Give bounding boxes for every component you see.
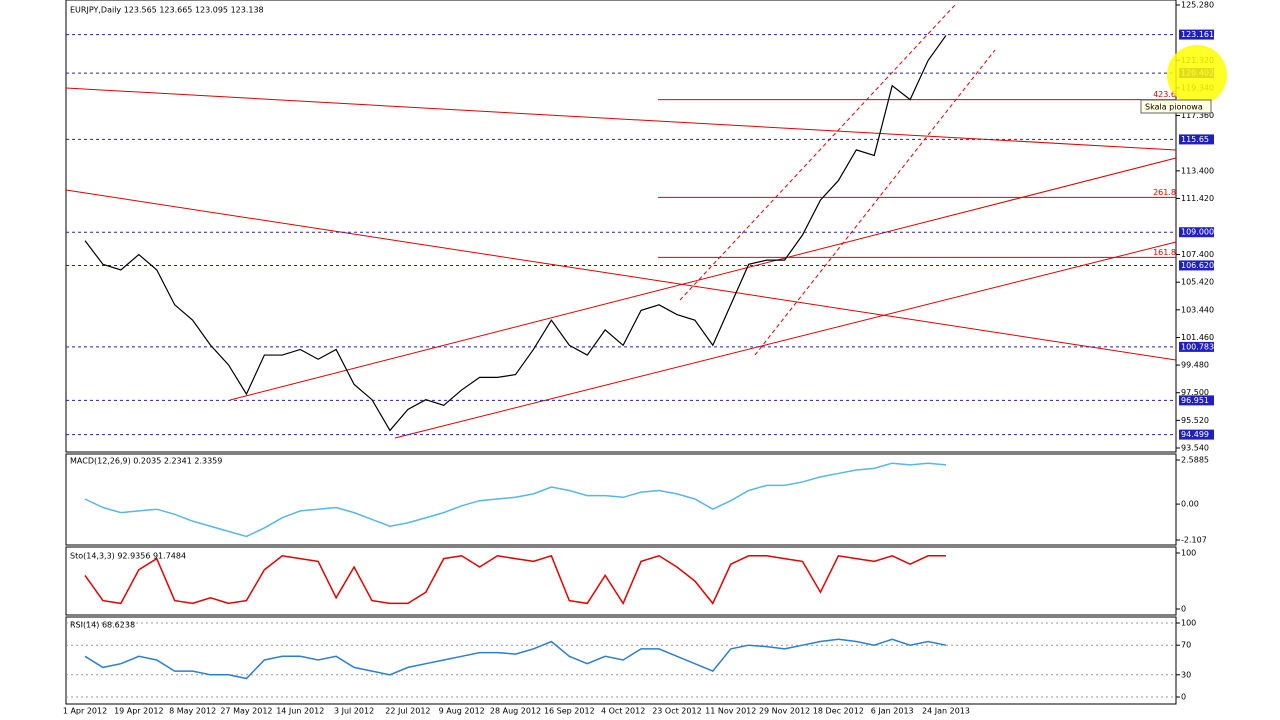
series-line bbox=[84, 638, 947, 680]
level-label: 123.161 bbox=[1181, 30, 1214, 39]
level-label: 109.000 bbox=[1181, 228, 1214, 237]
fibo-label: 423.6 bbox=[1153, 90, 1176, 99]
x-tick-label: 28 Aug 2012 bbox=[490, 707, 541, 716]
y-tick-label: 0 bbox=[1181, 693, 1186, 702]
y-tick-label: 113.400 bbox=[1181, 166, 1214, 175]
y-tick-label: 0 bbox=[1181, 605, 1186, 614]
level-box bbox=[1179, 341, 1214, 352]
level-box bbox=[1179, 227, 1214, 238]
x-tick-label: 3 Jul 2012 bbox=[334, 707, 374, 716]
series-line bbox=[84, 35, 947, 432]
level-label: 96.951 bbox=[1181, 396, 1209, 405]
y-tick-label: 101.460 bbox=[1181, 333, 1214, 342]
y-tick-label: 105.420 bbox=[1181, 278, 1214, 287]
level-box bbox=[1179, 395, 1214, 406]
fibo-label: 161.8 bbox=[1153, 248, 1176, 257]
y-tick-label: 70 bbox=[1181, 641, 1191, 650]
y-tick-label: 107.400 bbox=[1181, 250, 1214, 259]
x-tick-label: 4 Oct 2012 bbox=[601, 707, 645, 716]
rsi-title: RSI(14) 68.6238 bbox=[70, 621, 135, 630]
level-box bbox=[1179, 429, 1214, 440]
x-tick-label: 11 Nov 2012 bbox=[705, 707, 756, 716]
tooltip: Skala pionowa bbox=[1145, 103, 1203, 112]
y-tick-label: 100 bbox=[1181, 619, 1196, 628]
level-label: 106.620 bbox=[1181, 261, 1214, 270]
cursor-highlight bbox=[1167, 45, 1227, 105]
y-tick-label: 93.540 bbox=[1181, 444, 1209, 453]
x-tick-label: 1 Apr 2012 bbox=[63, 707, 107, 716]
y-tick-label: 103.440 bbox=[1181, 305, 1214, 314]
series-line bbox=[84, 554, 946, 605]
y-tick-label: 95.520 bbox=[1181, 416, 1209, 425]
plot-layer: 125.280121.320119.340117.360113.400111.4… bbox=[63, 1, 1214, 716]
y-tick-label: 117.360 bbox=[1181, 111, 1214, 120]
x-tick-label: 14 Jun 2012 bbox=[276, 707, 324, 716]
x-tick-label: 27 May 2012 bbox=[220, 707, 272, 716]
y-tick-label: 30 bbox=[1181, 670, 1191, 679]
x-tick-label: 9 Aug 2012 bbox=[439, 707, 485, 716]
x-tick-label: 16 Sep 2012 bbox=[544, 707, 595, 716]
level-box bbox=[1179, 134, 1214, 145]
x-tick-label: 29 Nov 2012 bbox=[759, 707, 810, 716]
y-tick-label: 99.480 bbox=[1181, 361, 1209, 370]
y-tick-label: 2.5885 bbox=[1181, 456, 1209, 465]
y-tick-label: 111.420 bbox=[1181, 194, 1214, 203]
level-label: 94.499 bbox=[1181, 430, 1209, 439]
chart-title: EURJPY,Daily 123.565 123.665 123.095 123… bbox=[70, 6, 264, 15]
y-tick-label: -2.107 bbox=[1181, 536, 1207, 545]
y-tick-label: 97.500 bbox=[1181, 388, 1209, 397]
x-tick-label: 24 Jan 2013 bbox=[922, 707, 970, 716]
level-label: 115.65 bbox=[1181, 135, 1209, 144]
macd-title: MACD(12,26,9) 0.2035 2.2341 2.3359 bbox=[70, 457, 222, 466]
series-line bbox=[84, 462, 947, 538]
level-label: 100.783 bbox=[1181, 342, 1214, 351]
x-tick-label: 8 May 2012 bbox=[169, 707, 216, 716]
sto-title: Sto(14,3,3) 92.9356 91.7484 bbox=[70, 552, 186, 561]
x-tick-label: 23 Oct 2012 bbox=[652, 707, 701, 716]
x-tick-label: 19 Apr 2012 bbox=[114, 707, 163, 716]
x-tick-label: 18 Dec 2012 bbox=[813, 707, 864, 716]
y-tick-label: 0.00 bbox=[1181, 500, 1199, 509]
x-tick-label: 22 Jul 2012 bbox=[385, 707, 430, 716]
y-tick-label: 125.280 bbox=[1181, 1, 1214, 10]
tooltip-box bbox=[1140, 99, 1212, 114]
main-pane bbox=[65, 0, 1177, 453]
rsi-pane bbox=[65, 616, 1177, 705]
macd-pane bbox=[65, 453, 1177, 546]
y-tick-label: 100 bbox=[1181, 549, 1196, 558]
fibo-label: 261.8 bbox=[1153, 188, 1176, 197]
sto-pane bbox=[65, 546, 1177, 616]
level-box bbox=[1179, 260, 1214, 271]
level-box bbox=[1179, 29, 1214, 40]
x-tick-label: 6 Jan 2013 bbox=[871, 707, 914, 716]
